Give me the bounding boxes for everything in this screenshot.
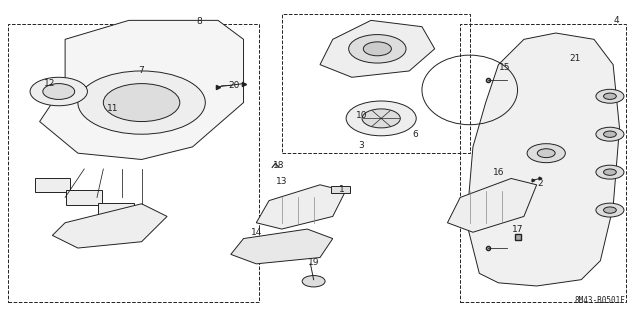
FancyBboxPatch shape (67, 190, 102, 205)
Polygon shape (40, 20, 244, 160)
Text: 14: 14 (251, 228, 262, 237)
Circle shape (596, 203, 624, 217)
Polygon shape (256, 185, 346, 229)
Text: 21: 21 (569, 54, 580, 63)
Circle shape (30, 77, 88, 106)
Circle shape (362, 109, 400, 128)
Polygon shape (320, 20, 435, 77)
FancyBboxPatch shape (99, 203, 134, 217)
Text: 1: 1 (339, 185, 345, 194)
Text: 3: 3 (358, 141, 364, 150)
Text: 2: 2 (537, 179, 543, 188)
Circle shape (349, 34, 406, 63)
Text: 16: 16 (493, 168, 504, 177)
Text: 18: 18 (273, 161, 284, 170)
Circle shape (604, 169, 616, 175)
Polygon shape (52, 204, 167, 248)
Circle shape (103, 84, 180, 122)
Circle shape (346, 101, 416, 136)
Circle shape (302, 276, 325, 287)
Bar (460, 24, 626, 302)
Polygon shape (447, 178, 537, 232)
Circle shape (596, 89, 624, 103)
Circle shape (596, 127, 624, 141)
Text: 4: 4 (614, 16, 619, 25)
Circle shape (604, 93, 616, 100)
Bar (282, 14, 470, 153)
FancyBboxPatch shape (332, 186, 350, 193)
FancyBboxPatch shape (35, 178, 70, 192)
Text: 8: 8 (196, 18, 202, 26)
Text: 11: 11 (107, 104, 118, 113)
Text: 12: 12 (44, 79, 55, 88)
Text: 17: 17 (512, 225, 524, 234)
Polygon shape (231, 229, 333, 264)
Text: 6: 6 (413, 130, 419, 139)
Bar (8, 24, 259, 302)
Text: 19: 19 (308, 258, 319, 267)
Circle shape (596, 165, 624, 179)
Text: 20: 20 (228, 81, 239, 90)
Text: 7: 7 (139, 66, 145, 76)
Text: 8M43-B0501F: 8M43-B0501F (575, 296, 626, 305)
Circle shape (43, 84, 75, 100)
Circle shape (527, 144, 565, 163)
Circle shape (364, 42, 392, 56)
Text: 13: 13 (276, 177, 287, 186)
Circle shape (538, 149, 555, 158)
Circle shape (78, 71, 205, 134)
Circle shape (604, 131, 616, 137)
Polygon shape (467, 33, 620, 286)
Text: 15: 15 (499, 63, 511, 72)
Text: 10: 10 (356, 111, 367, 120)
Circle shape (604, 207, 616, 213)
